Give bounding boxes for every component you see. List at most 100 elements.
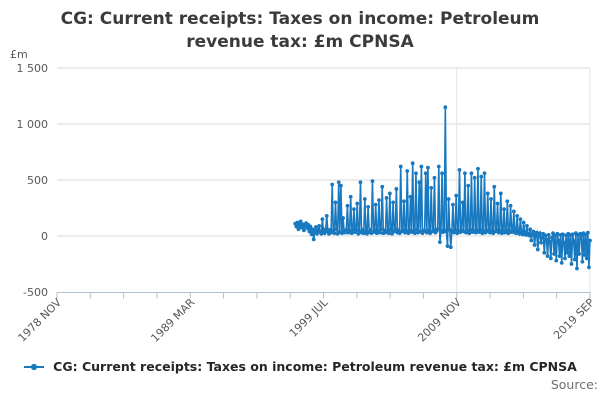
data-point bbox=[548, 256, 553, 261]
data-point bbox=[317, 224, 322, 228]
data-point bbox=[567, 254, 572, 259]
data-point bbox=[560, 232, 565, 237]
data-point bbox=[504, 228, 509, 233]
data-point bbox=[308, 224, 313, 229]
data-point bbox=[555, 231, 560, 236]
data-point bbox=[505, 199, 510, 204]
data-point bbox=[457, 168, 462, 172]
data-point bbox=[341, 216, 345, 220]
data-point bbox=[543, 233, 548, 238]
data-point bbox=[585, 230, 590, 235]
data-point bbox=[521, 220, 526, 225]
data-point bbox=[360, 227, 365, 232]
data-point bbox=[336, 180, 341, 185]
data-point bbox=[408, 194, 413, 199]
data-point bbox=[410, 161, 415, 166]
data-point bbox=[394, 187, 399, 191]
data-point bbox=[309, 232, 314, 237]
data-point bbox=[534, 230, 539, 235]
x-tick-label: 1999 JUL bbox=[287, 295, 331, 339]
data-point bbox=[587, 265, 591, 270]
data-point bbox=[577, 252, 582, 256]
legend-line-marker-icon bbox=[24, 363, 45, 370]
data-point bbox=[479, 174, 484, 179]
x-tick-label: 1989 MAR bbox=[148, 296, 197, 345]
data-point bbox=[571, 239, 576, 243]
data-point bbox=[531, 229, 536, 234]
data-point bbox=[344, 227, 349, 232]
data-point bbox=[377, 198, 381, 203]
data-point bbox=[559, 260, 564, 265]
data-point bbox=[312, 229, 317, 233]
data-point bbox=[528, 227, 533, 232]
x-tick-label: 2019 SEP bbox=[551, 296, 597, 342]
data-point bbox=[498, 191, 503, 196]
data-point bbox=[355, 201, 360, 206]
data-point bbox=[446, 197, 451, 201]
legend-series-label: CG: Current receipts: Taxes on income: P… bbox=[53, 359, 577, 374]
data-point bbox=[527, 233, 531, 238]
data-point bbox=[405, 169, 410, 173]
y-axis-unit-label: £m bbox=[10, 48, 28, 61]
data-point bbox=[417, 180, 422, 185]
data-point bbox=[546, 232, 551, 237]
data-point bbox=[386, 231, 391, 236]
data-point bbox=[378, 230, 382, 235]
data-point bbox=[379, 227, 384, 232]
source-label: Source: bbox=[550, 377, 598, 392]
data-point bbox=[454, 193, 459, 198]
data-point bbox=[419, 164, 424, 169]
data-point bbox=[294, 224, 299, 229]
data-point bbox=[460, 200, 465, 205]
data-point bbox=[322, 231, 327, 236]
data-point bbox=[333, 200, 338, 205]
series-line bbox=[294, 107, 591, 269]
data-point bbox=[569, 262, 574, 266]
data-point bbox=[476, 166, 480, 171]
data-point bbox=[511, 209, 516, 214]
data-point bbox=[550, 235, 554, 240]
data-point bbox=[453, 227, 458, 232]
data-point bbox=[319, 231, 324, 236]
data-point bbox=[426, 165, 430, 170]
data-point bbox=[334, 227, 339, 232]
data-point bbox=[494, 227, 499, 232]
data-point bbox=[445, 244, 450, 248]
data-point bbox=[492, 184, 497, 189]
y-tick-label: 1 000 bbox=[17, 118, 49, 131]
x-tick-label: 2009 NOV bbox=[415, 296, 464, 345]
y-tick-label: -500 bbox=[23, 286, 48, 299]
data-point bbox=[431, 227, 436, 232]
data-point bbox=[588, 238, 592, 243]
data-point bbox=[349, 231, 354, 236]
data-point bbox=[538, 231, 542, 236]
data-point bbox=[572, 257, 577, 262]
data-point bbox=[463, 171, 467, 176]
data-point bbox=[485, 191, 490, 196]
data-point bbox=[467, 231, 472, 236]
data-point bbox=[332, 231, 337, 236]
data-point bbox=[436, 164, 441, 169]
data-point bbox=[554, 258, 559, 263]
data-point bbox=[299, 225, 304, 230]
data-point bbox=[387, 191, 392, 196]
data-point bbox=[563, 256, 567, 261]
data-point bbox=[584, 256, 589, 261]
data-point bbox=[535, 247, 540, 252]
data-point bbox=[529, 238, 534, 243]
data-point bbox=[414, 171, 418, 176]
data-point bbox=[482, 171, 487, 176]
data-point bbox=[372, 228, 377, 233]
data-point bbox=[298, 219, 303, 224]
data-point bbox=[561, 240, 566, 245]
data-point bbox=[366, 204, 370, 209]
data-point bbox=[352, 207, 356, 212]
data-point bbox=[339, 183, 343, 188]
data-point bbox=[297, 222, 302, 227]
data-point bbox=[570, 232, 575, 237]
data-point bbox=[565, 250, 570, 255]
legend[interactable]: CG: Current receipts: Taxes on income: P… bbox=[0, 359, 600, 374]
data-point bbox=[311, 237, 316, 242]
data-point bbox=[502, 207, 506, 212]
